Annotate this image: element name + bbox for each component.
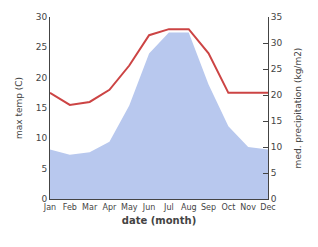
svg-text:25: 25: [271, 64, 282, 74]
svg-text:Jan: Jan: [43, 203, 56, 212]
svg-text:Aug: Aug: [181, 203, 197, 212]
svg-text:20: 20: [36, 73, 48, 83]
svg-text:5: 5: [41, 164, 47, 174]
svg-text:Jun: Jun: [142, 203, 156, 212]
svg-text:max temp (C): max temp (C): [14, 77, 24, 139]
svg-text:Jul: Jul: [163, 203, 174, 212]
svg-text:0: 0: [271, 194, 277, 204]
svg-text:Feb: Feb: [63, 203, 77, 212]
svg-text:med. precipitation (kg/m2): med. precipitation (kg/m2): [293, 48, 303, 169]
svg-text:Dec: Dec: [260, 203, 275, 212]
svg-text:Sep: Sep: [201, 203, 216, 212]
svg-text:35: 35: [271, 12, 282, 22]
svg-text:10: 10: [271, 142, 283, 152]
svg-text:20: 20: [271, 90, 283, 100]
svg-text:15: 15: [271, 116, 282, 126]
svg-text:May: May: [121, 203, 138, 212]
svg-text:5: 5: [271, 168, 277, 178]
svg-text:Nov: Nov: [240, 203, 256, 212]
svg-text:25: 25: [36, 42, 47, 52]
svg-text:30: 30: [271, 38, 283, 48]
svg-text:0: 0: [41, 194, 47, 204]
svg-text:Apr: Apr: [103, 203, 118, 212]
svg-text:date (month): date (month): [122, 215, 196, 226]
svg-text:Mar: Mar: [82, 203, 98, 212]
svg-text:30: 30: [36, 12, 48, 22]
svg-text:10: 10: [36, 133, 48, 143]
svg-text:Oct: Oct: [221, 203, 235, 212]
svg-text:15: 15: [36, 103, 47, 113]
